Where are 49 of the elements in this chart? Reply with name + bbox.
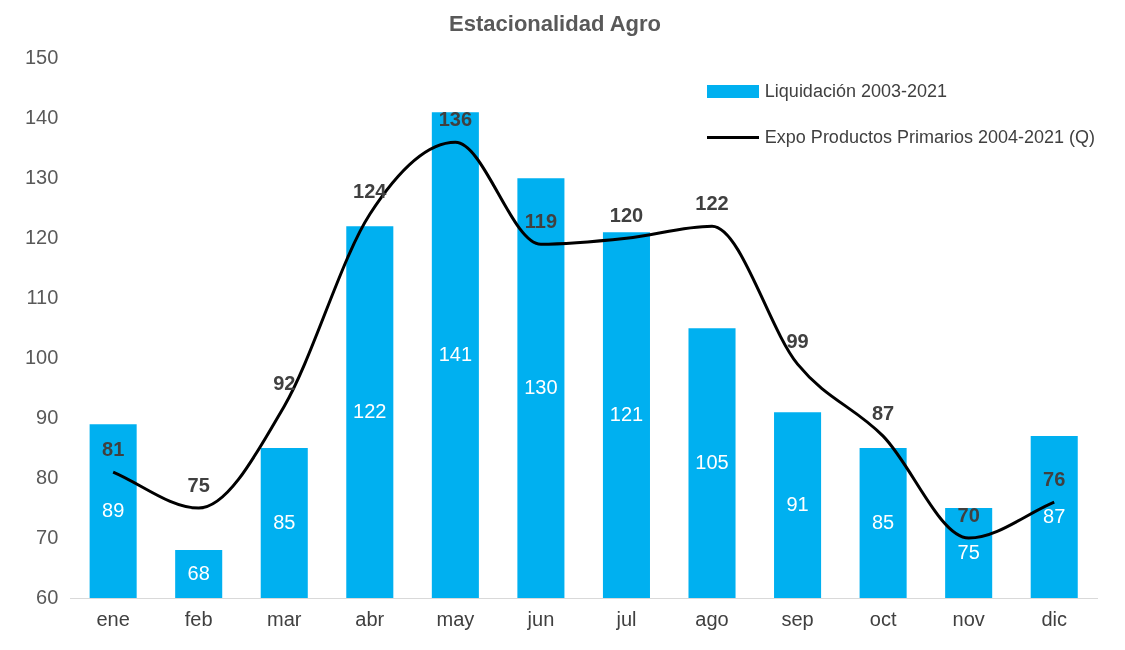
data-label: 136 [438,107,473,130]
y-tick-label: 70 [36,525,59,548]
y-tick-label: 110 [26,285,59,308]
x-tick-label: feb [184,607,213,630]
y-tick-label: 140 [24,105,59,128]
x-tick-label: sep [781,607,814,630]
x-tick-label: abr [355,607,385,630]
data-label: 70 [957,503,980,526]
data-label: 141 [438,342,473,365]
y-tick-label: 120 [24,225,59,248]
x-tick-label: ene [96,607,130,630]
data-label: 120 [609,203,644,226]
data-label: 89 [102,498,125,521]
x-tick-label: oct [869,607,897,630]
x-tick-label: dic [1041,607,1068,630]
legend-label: Liquidación 2003-2021 [764,80,947,102]
data-label: 85 [871,510,895,533]
y-tick-label: 150 [24,45,59,68]
data-label: 92 [273,371,296,394]
data-label: 105 [695,450,729,473]
data-label: 75 [187,473,210,496]
data-label: 124 [353,179,388,202]
data-label: 122 [695,191,729,214]
data-label: 85 [273,510,296,533]
data-label: 87 [1043,504,1066,527]
x-tick-label: jun [526,607,555,630]
legend-label: Expo Productos Primarios 2004-2021 (Q) [764,126,1095,148]
data-label: 87 [871,401,895,424]
data-label: 68 [187,561,210,584]
y-tick-label: 60 [36,585,59,608]
data-label: 75 [957,540,980,563]
x-tick-label: nov [952,607,985,630]
y-tick-label: 90 [36,405,59,428]
x-tick-label: may [436,607,475,630]
y-tick-label: 100 [24,345,59,368]
x-tick-label: mar [267,607,302,630]
chart-title: Estacionalidad Agro [449,11,661,37]
data-label: 130 [524,375,558,398]
y-tick-label: 130 [24,165,59,188]
data-label: 76 [1043,467,1066,490]
data-label: 119 [524,209,558,232]
x-tick-label: ago [695,607,729,630]
data-label: 99 [786,329,809,352]
data-label: 122 [353,399,387,422]
y-tick-label: 80 [36,465,59,488]
data-label: 81 [102,437,125,460]
data-label: 91 [786,492,809,515]
data-label: 121 [609,402,644,425]
x-tick-label: jul [615,607,637,630]
